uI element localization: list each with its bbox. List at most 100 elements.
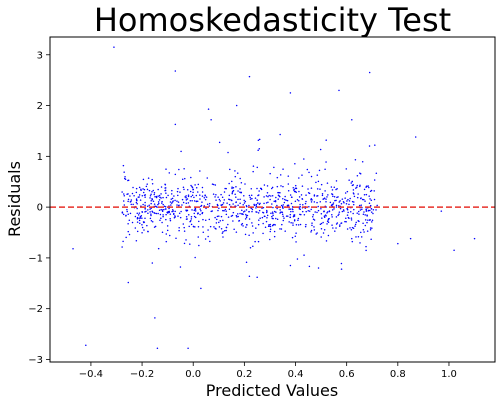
scatter-point (178, 226, 180, 229)
scatter-point (257, 240, 260, 243)
scatter-point (204, 219, 207, 221)
scatter-point (142, 191, 145, 194)
scatter-point (180, 210, 182, 213)
scatter-point (231, 187, 233, 190)
scatter-point (313, 195, 316, 197)
scatter-point (141, 226, 144, 229)
scatter-point (170, 204, 172, 206)
scatter-point (248, 234, 250, 236)
scatter-point (292, 210, 294, 213)
scatter-point (190, 223, 193, 226)
scatter-point (361, 198, 364, 201)
scatter-point (298, 200, 300, 202)
scatter-point (138, 186, 141, 189)
scatter-point (282, 185, 284, 188)
scatter-point (339, 224, 341, 226)
scatter-point (253, 204, 256, 207)
scatter-point (225, 210, 227, 212)
scatter-point (122, 240, 124, 243)
scatter-point (144, 204, 146, 206)
scatter-point (293, 190, 296, 193)
scatter-point (159, 196, 161, 198)
scatter-point (252, 170, 254, 173)
scatter-point (151, 211, 154, 213)
scatter-point (360, 197, 362, 199)
scatter-point (359, 185, 361, 188)
scatter-point (320, 208, 322, 210)
scatter-point (220, 193, 222, 196)
x-tick-label: −0.2 (130, 369, 154, 380)
scatter-point (201, 195, 204, 197)
scatter-point (190, 184, 192, 187)
scatter-point (310, 198, 312, 201)
scatter-point (352, 189, 355, 191)
scatter-point (121, 212, 124, 214)
scatter-point (257, 202, 259, 204)
scatter-point (152, 200, 155, 203)
scatter-point (326, 212, 328, 214)
scatter-point (222, 231, 224, 233)
scatter-point (164, 187, 166, 189)
scatter-point (312, 213, 315, 216)
scatter-point (332, 202, 335, 204)
scatter-point (322, 221, 324, 224)
scatter-point (144, 194, 147, 196)
scatter-point (180, 150, 182, 153)
scatter-point (266, 210, 268, 213)
scatter-point (183, 242, 186, 245)
scatter-point (143, 229, 145, 231)
scatter-point (172, 200, 174, 202)
scatter-point (137, 196, 140, 198)
scatter-point (211, 183, 214, 185)
scatter-point (279, 228, 281, 230)
plot-area-background (50, 37, 495, 362)
scatter-point (173, 195, 175, 197)
scatter-point (329, 201, 332, 204)
scatter-point (276, 207, 278, 210)
scatter-point (248, 204, 250, 207)
scatter-point (239, 177, 241, 180)
scatter-point (190, 218, 193, 220)
scatter-point (290, 196, 293, 198)
scatter-point (161, 202, 163, 204)
scatter-point (124, 178, 127, 180)
scatter-point (236, 216, 238, 218)
scatter-point (296, 258, 299, 260)
scatter-point (230, 199, 233, 201)
scatter-point (308, 192, 311, 195)
scatter-point (246, 224, 248, 226)
scatter-point (350, 210, 352, 213)
scatter-point (225, 226, 228, 229)
scatter-point (214, 184, 217, 186)
scatter-point (271, 194, 274, 197)
scatter-point (293, 219, 296, 221)
scatter-point (376, 204, 378, 207)
scatter-point (321, 217, 323, 219)
scatter-point (307, 188, 309, 190)
scatter-point (256, 166, 258, 169)
scatter-point (409, 237, 412, 240)
scatter-point (317, 205, 319, 208)
scatter-point (195, 200, 198, 202)
scatter-point (273, 166, 275, 169)
scatter-point (209, 240, 211, 243)
scatter-point (251, 222, 253, 224)
scatter-point (183, 226, 185, 229)
scatter-point (310, 208, 312, 211)
scatter-point (193, 196, 195, 199)
scatter-point (142, 221, 145, 223)
scatter-point (232, 189, 235, 192)
scatter-point (155, 212, 158, 215)
scatter-point (160, 186, 163, 188)
scatter-point (306, 168, 309, 171)
scatter-point (365, 249, 367, 252)
scatter-point (323, 197, 326, 199)
scatter-point (193, 209, 196, 212)
x-tick-label: 0.0 (185, 369, 201, 380)
scatter-point (192, 225, 195, 228)
scatter-point (165, 218, 167, 221)
scatter-point (352, 227, 355, 230)
scatter-point (158, 199, 161, 201)
scatter-point (346, 214, 349, 216)
scatter-point (251, 210, 253, 213)
